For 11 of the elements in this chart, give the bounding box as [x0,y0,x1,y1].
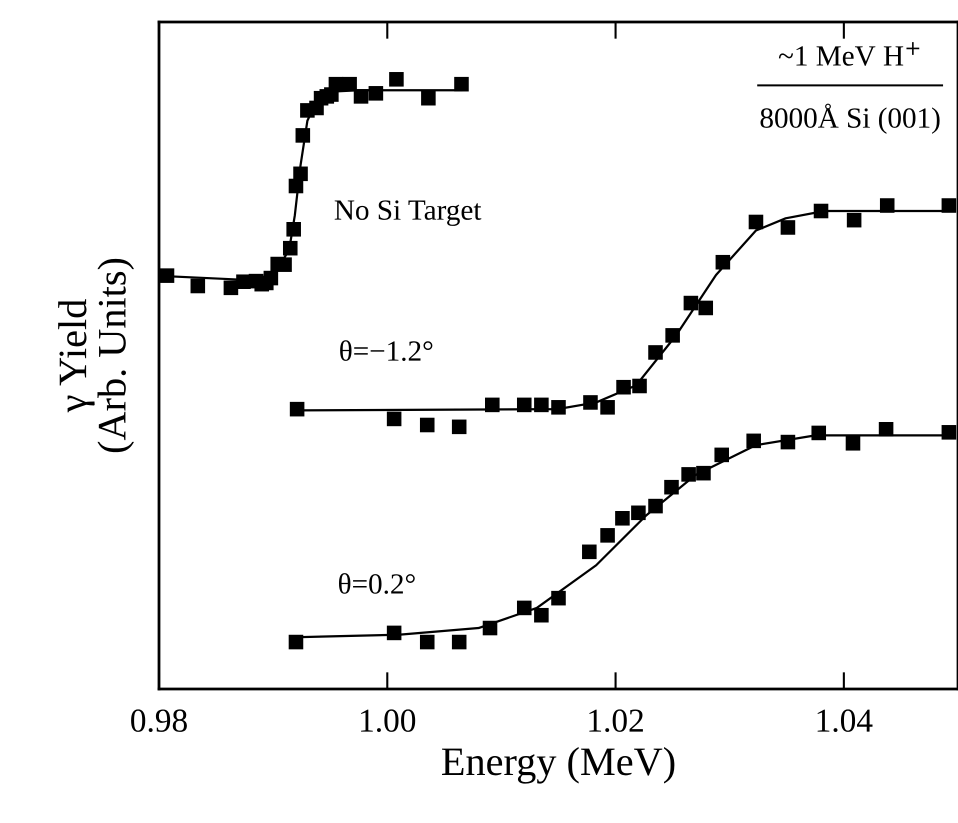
x-axis-title: Energy (MeV) [442,747,674,784]
series-label: θ=−1.2° [340,340,432,362]
x-tick-label: 1.00 [361,709,416,732]
series-label: θ=0.2° [339,573,415,594]
series-label: No Si Target [334,200,482,226]
annotation: 8000Å Si (001) [760,104,940,134]
x-tick-label: 1.02 [589,709,643,732]
y-axis-title: γ Yield (Arb. Units) [58,258,134,452]
x-tick-label: 1.04 [818,709,873,732]
x-tick-label: 0.98 [131,709,187,732]
text: ~1 MeV H$^{+}$ [778,42,920,66]
